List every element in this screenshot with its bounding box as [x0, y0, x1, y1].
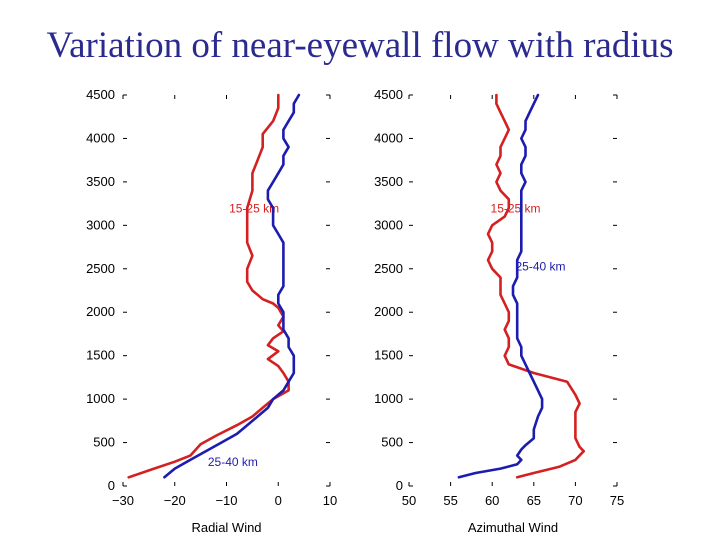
y-tick-label: 2000	[86, 304, 115, 319]
y-tick-label: 4000	[374, 130, 403, 145]
azimuthal-wind-panel: 0 500 1000 1500 2000 2500 3000 3500 4000 4500 50 55…	[374, 87, 624, 535]
y-tick-label: 2500	[374, 261, 403, 276]
x-tick-label: 65	[527, 493, 541, 508]
y-tick-label: 2500	[86, 261, 115, 276]
y-tick-label: 500	[93, 435, 115, 450]
y-tick-label: 3500	[374, 174, 403, 189]
y-tick-label: 0	[108, 478, 115, 493]
series-line-25-40km	[457, 93, 544, 479]
y-tick-label: 2000	[374, 304, 403, 319]
x-tick-label: 75	[610, 493, 624, 508]
series-label: 25-40 km	[515, 260, 565, 274]
y-tick-label: 3000	[86, 217, 115, 232]
x-tick-label: −20	[164, 493, 186, 508]
y-tick-label: 4500	[374, 87, 403, 102]
y-tick-label: 4500	[86, 87, 115, 102]
y-tick-label: 1500	[374, 348, 403, 363]
x-tick-label: 50	[402, 493, 416, 508]
x-tick-label: 70	[568, 493, 582, 508]
x-tick-label: −30	[112, 493, 134, 508]
x-tick-label: 0	[275, 493, 282, 508]
series-line-15-25km	[486, 93, 585, 479]
x-axis-label: Radial Wind	[191, 520, 261, 535]
series-line-25-40km	[163, 93, 301, 479]
y-tick-label: 500	[381, 435, 403, 450]
y-tick-label: 0	[396, 478, 403, 493]
series-label: 15-25 km	[229, 201, 279, 215]
x-tick-label: 60	[485, 493, 499, 508]
x-tick-label: 55	[443, 493, 457, 508]
series-label: 25-40 km	[208, 455, 258, 469]
y-tick-label: 3500	[86, 174, 115, 189]
y-tick-label: 1500	[86, 348, 115, 363]
slide-title: Variation of near-eyewall flow with radi…	[46, 25, 674, 66]
series-line-15-25km	[127, 93, 290, 479]
y-tick-label: 4000	[86, 130, 115, 145]
x-axis-label: Azimuthal Wind	[468, 520, 558, 535]
x-tick-label: −10	[215, 493, 237, 508]
x-tick-label: 10	[323, 493, 337, 508]
series-label: 15-25 km	[491, 201, 541, 215]
y-tick-label: 1000	[86, 391, 115, 406]
radial-wind-panel: 0 500 1000 1500 2000 2500 3000 3500 4000 4500 −30 −…	[86, 87, 337, 535]
y-tick-label: 1000	[374, 391, 403, 406]
y-tick-label: 3000	[374, 217, 403, 232]
